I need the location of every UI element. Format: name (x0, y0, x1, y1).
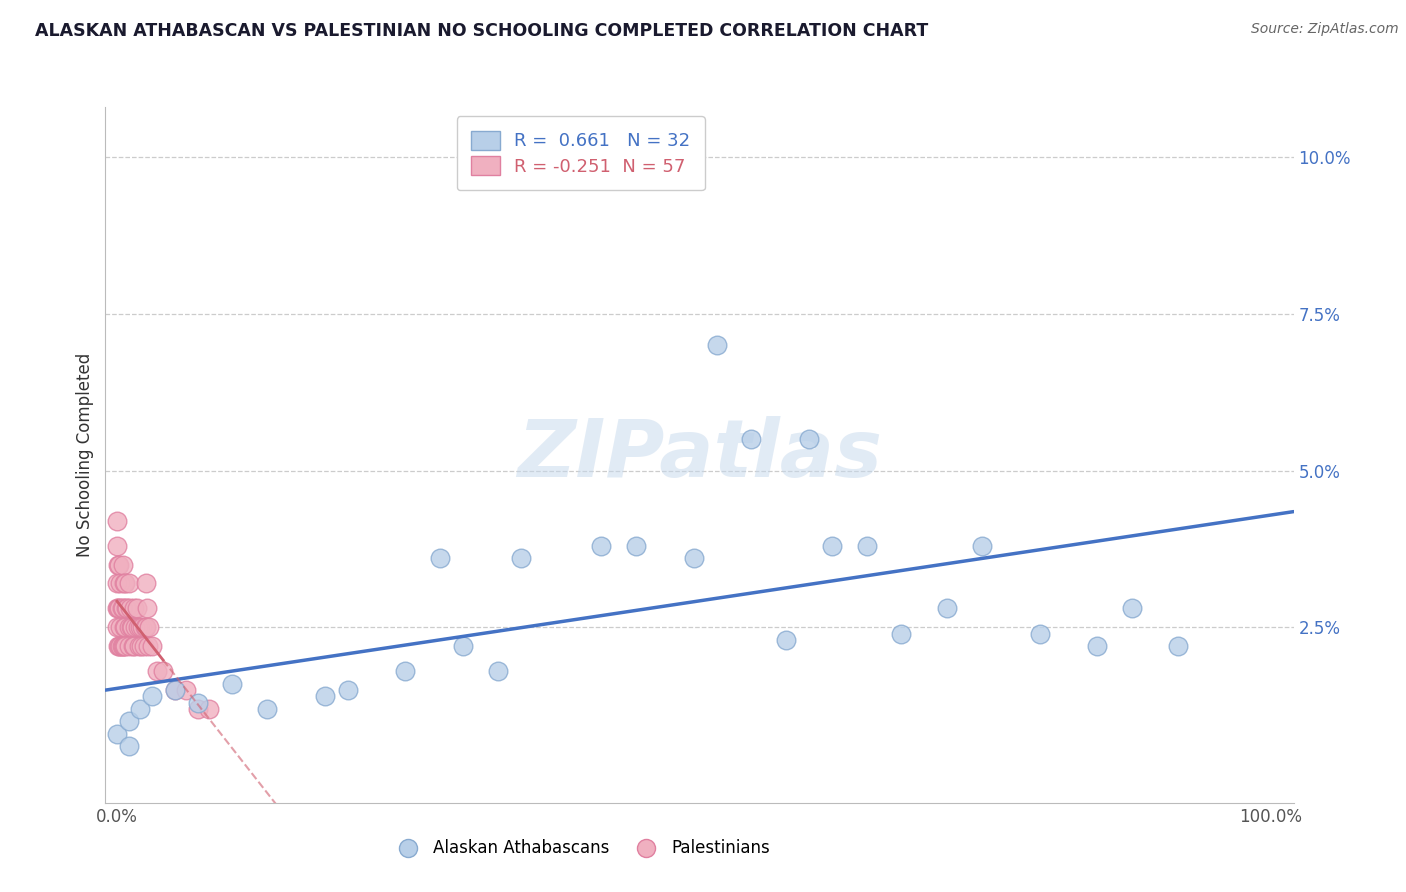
Point (111, 639, 134, 653)
Point (890, 626, 912, 640)
Point (107, 601, 129, 615)
Point (107, 639, 129, 653)
Point (124, 601, 146, 615)
Text: Source: ZipAtlas.com: Source: ZipAtlas.com (1251, 22, 1399, 37)
Point (108, 639, 131, 653)
Point (124, 620, 146, 634)
Point (105, 514, 128, 528)
Point (135, 620, 157, 634)
Point (1029, 626, 1052, 640)
Legend: Alaskan Athabascans, Palestinians: Alaskan Athabascans, Palestinians (385, 833, 776, 864)
Point (855, 539, 877, 553)
Point (1121, 601, 1143, 615)
Point (624, 539, 647, 553)
Text: ALASKAN ATHABASCAN VS PALESTINIAN NO SCHOOLING COMPLETED CORRELATION CHART: ALASKAN ATHABASCAN VS PALESTINIAN NO SCH… (35, 22, 928, 40)
Y-axis label: No Schooling Completed: No Schooling Completed (76, 353, 94, 557)
Point (129, 620, 152, 634)
Point (775, 632, 797, 647)
Point (105, 601, 128, 615)
Point (127, 620, 149, 634)
Point (124, 639, 146, 653)
Point (117, 620, 139, 634)
Point (429, 551, 451, 566)
Point (120, 620, 142, 634)
Text: ZIPatlas: ZIPatlas (517, 416, 882, 494)
Point (105, 576, 128, 591)
Point (336, 683, 359, 698)
Point (134, 620, 156, 634)
Point (1087, 639, 1109, 653)
Point (129, 702, 152, 716)
Point (740, 432, 762, 446)
Point (108, 558, 131, 572)
Point (111, 558, 134, 572)
Point (118, 601, 141, 615)
Point (174, 683, 197, 698)
Point (112, 620, 135, 634)
Point (117, 576, 139, 591)
Point (394, 664, 416, 678)
Point (221, 676, 243, 690)
Point (110, 620, 132, 634)
Point (1167, 639, 1189, 653)
Point (117, 739, 139, 754)
Point (105, 727, 128, 741)
Point (110, 576, 132, 591)
Point (110, 601, 132, 615)
Point (135, 576, 157, 591)
Point (117, 714, 139, 729)
Point (131, 620, 153, 634)
Point (141, 639, 163, 653)
Point (111, 601, 134, 615)
Point (936, 601, 959, 615)
Point (509, 551, 531, 566)
Point (146, 664, 169, 678)
Point (121, 620, 143, 634)
Point (114, 576, 136, 591)
Point (117, 601, 139, 615)
Point (141, 690, 163, 704)
Point (112, 639, 135, 653)
Point (112, 576, 135, 591)
Point (105, 620, 128, 634)
Point (682, 551, 704, 566)
Point (314, 690, 336, 704)
Point (136, 601, 159, 615)
Point (114, 620, 136, 634)
Point (187, 702, 209, 716)
Point (107, 558, 129, 572)
Point (128, 639, 150, 653)
Point (797, 432, 820, 446)
Point (138, 620, 160, 634)
Point (105, 539, 128, 553)
Point (110, 639, 132, 653)
Point (129, 639, 152, 653)
Point (152, 664, 174, 678)
Point (591, 539, 613, 553)
Point (115, 601, 138, 615)
Point (256, 702, 278, 716)
Point (163, 683, 186, 698)
Point (114, 639, 136, 653)
Point (163, 683, 186, 698)
Point (132, 639, 155, 653)
Point (486, 664, 509, 678)
Point (821, 539, 844, 553)
Point (970, 539, 993, 553)
Point (125, 601, 148, 615)
Point (187, 696, 209, 710)
Point (136, 639, 159, 653)
Point (122, 639, 145, 653)
Point (451, 639, 474, 653)
Point (706, 338, 728, 352)
Point (198, 702, 221, 716)
Point (110, 639, 132, 653)
Point (108, 601, 131, 615)
Point (117, 639, 139, 653)
